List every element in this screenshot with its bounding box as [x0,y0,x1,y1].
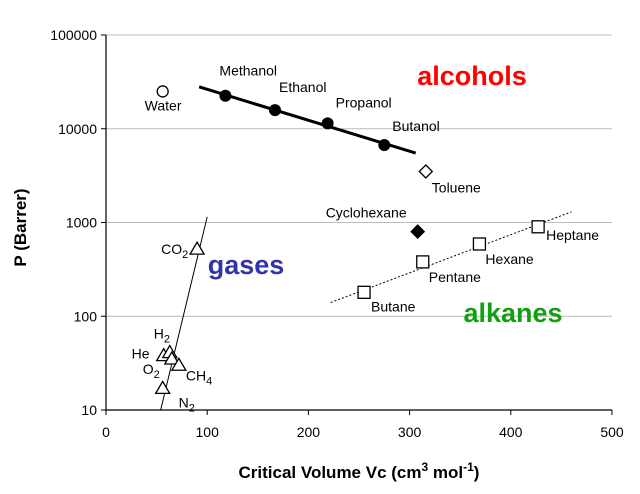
point-ch4 [170,356,187,371]
point-cyclohexane [410,224,426,240]
point-co2 [188,240,206,255]
x-axis-label: Critical Volume Vc (cm3 mol-1) [239,460,480,482]
label-pentane: Pentane [429,269,481,285]
label-propanol: Propanol [336,94,392,110]
y-tick-label: 10000 [58,121,97,137]
point-water [156,85,169,98]
group-label-gases: gases [208,250,285,280]
point-pentane [416,255,430,269]
label-h2: H2 [154,326,170,346]
point-hexane [472,237,487,251]
y-tick-label: 100000 [50,27,97,43]
label-methanol: Methanol [219,63,277,79]
group-label-alcohols: alcohols [417,61,527,91]
label-cyclohexane: Cyclohexane [326,205,407,221]
label-co2: CO2 [161,241,188,261]
label-water: Water [145,97,182,113]
point-heptane [531,220,545,234]
trendlines [160,85,572,411]
label-heptane: Heptane [546,227,599,243]
y-tick-label: 1000 [66,215,97,231]
label-butane: Butane [371,298,416,314]
label-hexane: Hexane [485,251,533,267]
x-tick-label: 500 [600,424,624,440]
label-ch4: CH4 [186,367,212,387]
x-tick-label: 100 [196,424,220,440]
y-axis-label: P (Barrer) [11,188,30,266]
y-tick-label: 100 [74,308,98,324]
gridlines [106,34,612,317]
group-label-alkanes: alkanes [463,298,562,328]
data-points [154,85,545,395]
x-tick-label: 200 [297,424,321,440]
x-tick-label: 0 [102,424,110,440]
point-butanol [378,139,391,152]
point-ethanol [269,104,282,117]
y-tick-label: 10 [81,402,97,418]
point-butane [357,285,371,299]
axes: 10 100 1000 10000 100000 0 100 200 300 400 500 Crit… [11,27,624,482]
group-labels: alcohols gases alkanes [208,61,563,328]
point-toluene [418,164,434,179]
label-n2: N2 [179,394,195,414]
point-methanol [219,89,232,102]
label-butanol: Butanol [392,118,439,134]
x-tick-label: 400 [499,424,523,440]
point-n2 [154,380,171,395]
label-ethanol: Ethanol [279,79,326,95]
label-o2: O2 [143,361,160,381]
x-tick-label: 300 [398,424,422,440]
point-propanol [321,117,334,130]
label-toluene: Toluene [432,179,481,195]
point-o2 [163,350,180,365]
trendline-alkanes [330,211,572,304]
label-he: He [132,346,150,362]
